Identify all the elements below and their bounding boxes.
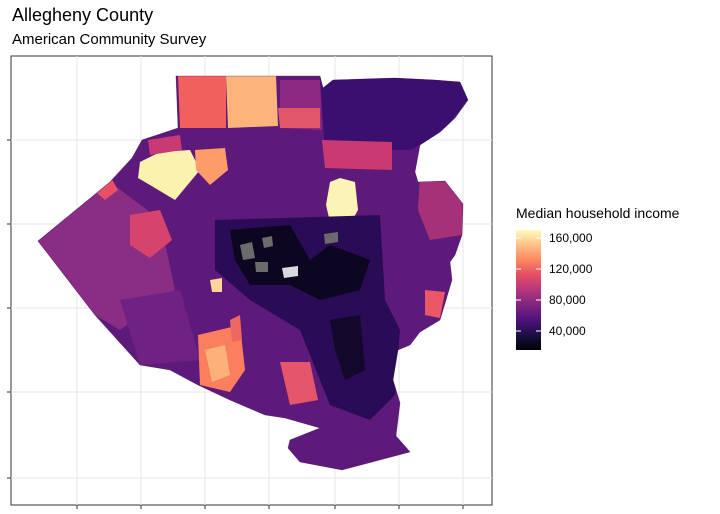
east-tract-a [418, 175, 463, 240]
legend-label-160000: 160,000 [549, 231, 593, 245]
high-income-tract-ne [326, 178, 358, 228]
axis-ticks [7, 139, 464, 509]
missing-tract-d [324, 232, 338, 244]
southwest-tracts [120, 290, 200, 365]
legend-label-40000: 40,000 [549, 324, 586, 338]
map-title: Allegheny County [12, 5, 154, 25]
central-tract-a [210, 278, 222, 292]
missing-tract-a [240, 242, 255, 260]
north-tract-b [322, 140, 392, 170]
river-confluence [282, 266, 298, 278]
north-tract-e [278, 108, 320, 128]
west-tract-b [130, 210, 172, 258]
north-tract-c [178, 76, 226, 128]
northeast-tracts [320, 76, 468, 150]
county-outline [37, 75, 469, 471]
missing-tract-b [262, 236, 273, 248]
map-subtitle: American Community Survey [12, 31, 207, 48]
high-income-tract-nw [138, 150, 200, 200]
central-tract-b [230, 315, 242, 342]
nw-tract-d [148, 135, 182, 155]
legend-label-120000: 120,000 [549, 262, 593, 276]
legend-label-80000: 80,000 [549, 293, 586, 307]
north-tract-d [226, 76, 278, 128]
legend-title: Median household income [516, 205, 680, 221]
low-income-south-tracts [330, 315, 365, 380]
south-tract-c [280, 362, 318, 405]
nw-tract-b [195, 148, 228, 185]
south-tract-b [205, 345, 230, 382]
legend-tick-marks [516, 237, 541, 332]
legend-colorbar [516, 230, 541, 350]
east-tract-b [425, 290, 445, 318]
missing-tract-c [255, 262, 268, 272]
